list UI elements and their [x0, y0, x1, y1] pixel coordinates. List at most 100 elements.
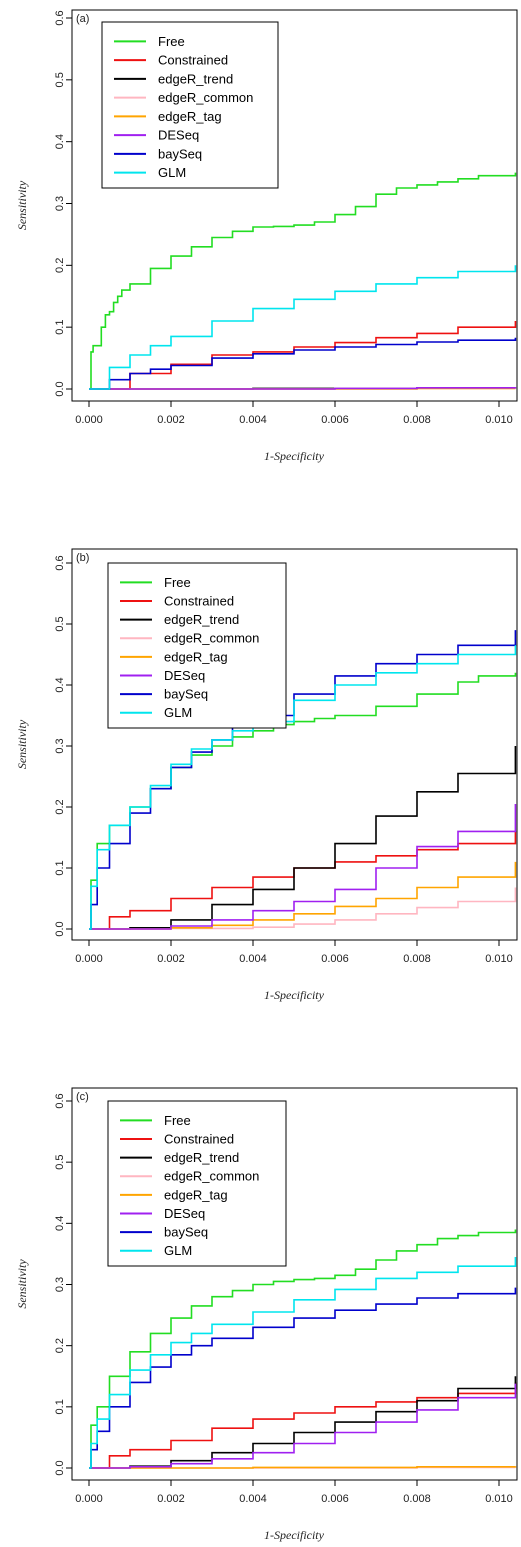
y-tick-label: 0.2	[54, 799, 66, 814]
plot-frame	[71, 9, 518, 402]
series-line-DESeq	[89, 804, 517, 930]
chart-panel-2: 0.0 0.1 0.2 0.3 0.4 0.5 0.6 0.000 0.002 0.004 0.00…	[15, 548, 518, 1002]
legend-label: edgeR_trend	[164, 612, 239, 627]
y-tick-label: 0.6	[54, 1093, 66, 1108]
legend-label: GLM	[164, 1243, 192, 1258]
legend-label: DESeq	[158, 128, 199, 143]
series-line-DESeq	[89, 387, 517, 390]
x-axis-title: 1-Specificity	[264, 1528, 325, 1542]
series-line-Constrained	[89, 1382, 517, 1469]
x-tick-label: 0.008	[403, 1493, 431, 1505]
series-line-edgeR_trend	[89, 746, 517, 930]
y-tick-label: 0.4	[54, 134, 66, 149]
y-tick-label: 0.0	[54, 1460, 66, 1475]
legend-label: baySeq	[164, 1225, 208, 1240]
series-line-edgeR_common	[89, 887, 517, 930]
panel-label: (a)	[76, 13, 89, 25]
y-tick-label: 0.1	[54, 1399, 66, 1414]
x-tick-label: 0.004	[239, 414, 267, 426]
legend-label: Constrained	[164, 1131, 234, 1146]
legend-label: edgeR_common	[164, 1169, 259, 1184]
legend-label: edgeR_trend	[164, 1150, 239, 1165]
y-tick-label: 0.2	[54, 1338, 66, 1353]
x-tick-label: 0.008	[403, 414, 431, 426]
legend-label: edgeR_common	[158, 90, 253, 105]
series-line-GLM	[89, 265, 517, 390]
y-tick-label: 0.3	[54, 1277, 66, 1292]
legend-box	[107, 562, 287, 729]
legend-label: baySeq	[164, 687, 208, 702]
series-line-Free	[89, 1229, 517, 1469]
y-tick-label: 0.0	[54, 381, 66, 396]
legend-label: Free	[164, 575, 191, 590]
series-line-edgeR_tag	[89, 861, 517, 930]
legend-box	[107, 1100, 287, 1267]
y-tick-label: 0.5	[54, 1155, 66, 1170]
y-axis-title: Sensitivity	[15, 719, 29, 769]
x-tick-label: 0.000	[75, 414, 103, 426]
y-axis-title: Sensitivity	[15, 180, 29, 230]
y-tick-label: 0.5	[54, 616, 66, 631]
series-line-baySeq	[89, 337, 517, 390]
x-tick-label: 0.004	[239, 953, 267, 965]
y-tick-label: 0.3	[54, 196, 66, 211]
x-axis-title: 1-Specificity	[264, 449, 325, 463]
x-tick-label: 0.000	[75, 953, 103, 965]
series-line-Free	[89, 172, 517, 390]
legend-label: edgeR_tag	[164, 1187, 228, 1202]
series-line-GLM	[89, 645, 517, 930]
legend-label: Free	[158, 34, 185, 49]
y-tick-label: 0.5	[54, 72, 66, 87]
x-tick-label: 0.008	[403, 953, 431, 965]
legend-label: DESeq	[164, 668, 205, 683]
plot-frame	[71, 548, 518, 941]
x-tick-label: 0.002	[157, 1493, 185, 1505]
legend-label: GLM	[158, 165, 186, 180]
y-tick-label: 0.6	[54, 555, 66, 570]
y-tick-label: 0.2	[54, 258, 66, 273]
y-tick-label: 0.3	[54, 738, 66, 753]
x-tick-label: 0.006	[321, 414, 349, 426]
x-tick-label: 0.004	[239, 1493, 267, 1505]
chart-panel-1: 0.0 0.1 0.2 0.3 0.4 0.5 0.6 0.000 0.002 0.004 0.00…	[15, 9, 518, 463]
legend-label: Free	[164, 1113, 191, 1128]
x-tick-label: 0.006	[321, 1493, 349, 1505]
x-tick-label: 0.010	[485, 953, 513, 965]
y-axis-title: Sensitivity	[15, 1259, 29, 1309]
series-line-edgeR_tag	[89, 1466, 517, 1469]
series-line-baySeq	[89, 1287, 517, 1469]
chart-panel-3: 0.0 0.1 0.2 0.3 0.4 0.5 0.6 0.000 0.002 0.004 0.00…	[15, 1087, 518, 1542]
legend-label: Constrained	[164, 593, 234, 608]
y-tick-label: 0.4	[54, 1216, 66, 1231]
x-tick-label: 0.006	[321, 953, 349, 965]
legend-label: DESeq	[164, 1206, 205, 1221]
x-tick-label: 0.000	[75, 1493, 103, 1505]
series-line-Constrained	[89, 321, 517, 390]
legend-label: Constrained	[158, 53, 228, 68]
y-tick-label: 0.1	[54, 860, 66, 875]
series-line-DESeq	[89, 1383, 517, 1469]
x-tick-label: 0.010	[485, 414, 513, 426]
legend: Free Constrained edgeR_trend edgeR_commoned…	[107, 1100, 287, 1267]
x-tick-label: 0.002	[157, 414, 185, 426]
legend-label: edgeR_tag	[164, 649, 228, 664]
y-tick-label: 0.1	[54, 320, 66, 335]
legend-label: edgeR_trend	[158, 71, 233, 86]
y-tick-label: 0.0	[54, 921, 66, 936]
legend-label: edgeR_common	[164, 631, 259, 646]
legend-label: GLM	[164, 705, 192, 720]
legend: Free Constrained edgeR_trend edgeR_commoned…	[101, 21, 279, 189]
x-tick-label: 0.010	[485, 1493, 513, 1505]
panel-label: (b)	[76, 552, 89, 564]
series-line-edgeR_trend	[89, 1376, 517, 1469]
y-tick-label: 0.6	[54, 10, 66, 25]
panel-label: (c)	[76, 1091, 89, 1103]
x-axis-title: 1-Specificity	[264, 988, 325, 1002]
series-line-GLM	[89, 1257, 517, 1469]
legend-label: edgeR_tag	[158, 109, 222, 124]
y-tick-label: 0.4	[54, 677, 66, 692]
x-tick-label: 0.002	[157, 953, 185, 965]
legend-label: baySeq	[158, 146, 202, 161]
legend: Free Constrained edgeR_trend edgeR_commoned…	[107, 562, 287, 729]
